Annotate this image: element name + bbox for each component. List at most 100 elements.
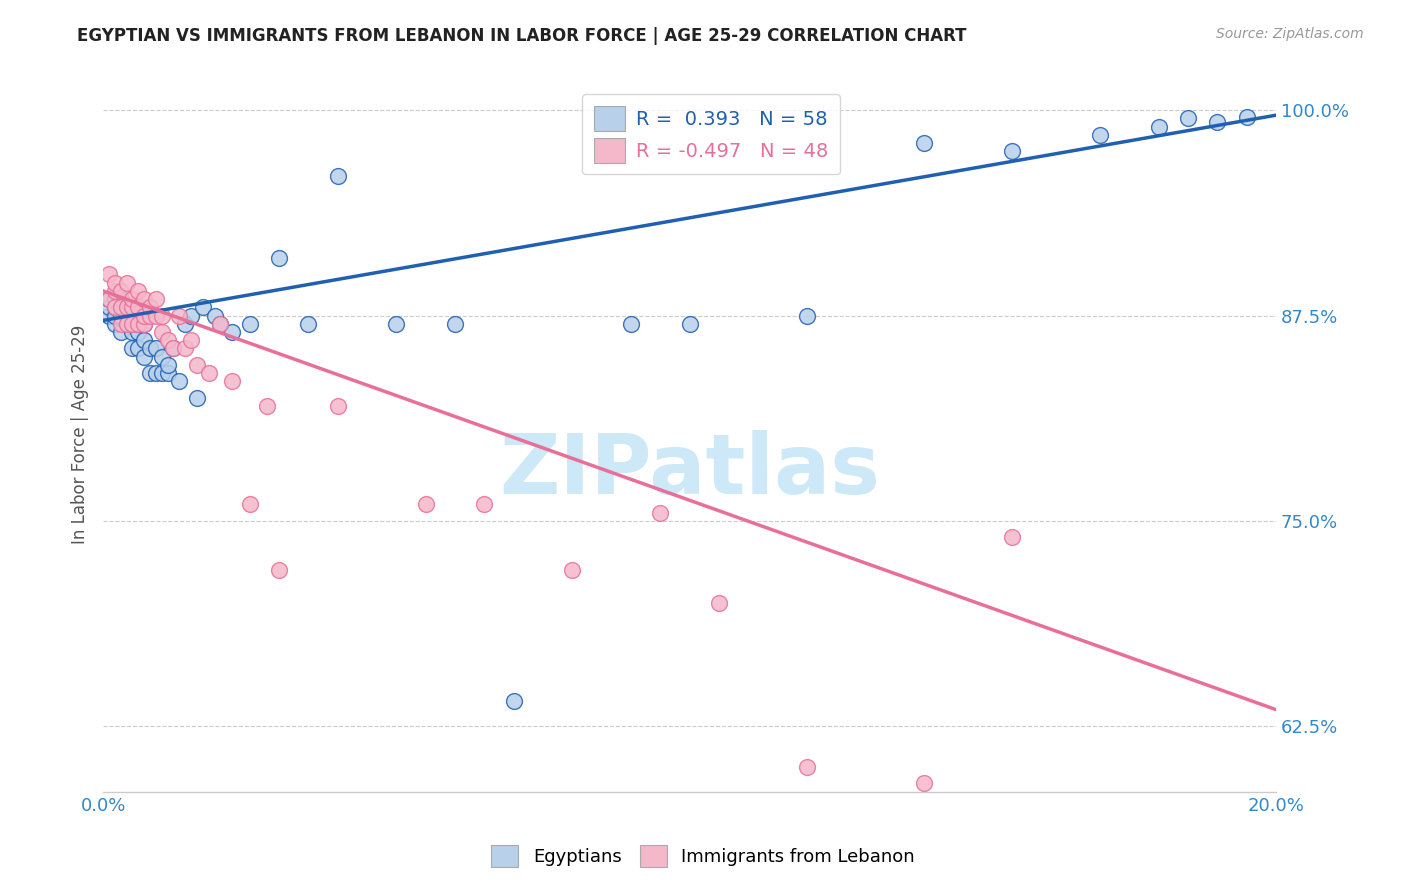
Point xyxy=(169,374,191,388)
Point xyxy=(121,342,143,356)
Point xyxy=(115,317,138,331)
Point xyxy=(415,497,437,511)
Point xyxy=(115,309,138,323)
Point xyxy=(180,309,202,323)
Point xyxy=(104,309,127,323)
Point xyxy=(110,317,132,331)
Point xyxy=(115,276,138,290)
Point xyxy=(912,776,935,790)
Point xyxy=(121,301,143,315)
Point xyxy=(127,342,149,356)
Point xyxy=(150,325,173,339)
Point xyxy=(134,317,156,331)
Point xyxy=(134,317,156,331)
Point xyxy=(156,358,179,372)
Point xyxy=(1001,530,1024,544)
Point xyxy=(796,760,818,774)
Legend: Egyptians, Immigrants from Lebanon: Egyptians, Immigrants from Lebanon xyxy=(484,838,922,874)
Point xyxy=(145,309,167,323)
Point xyxy=(115,309,138,323)
Point xyxy=(256,399,278,413)
Point xyxy=(204,309,226,323)
Point xyxy=(197,366,219,380)
Point xyxy=(444,317,467,331)
Point xyxy=(162,342,184,356)
Point xyxy=(127,317,149,331)
Point xyxy=(620,317,643,331)
Point xyxy=(104,276,127,290)
Point xyxy=(134,309,156,323)
Point xyxy=(1060,801,1083,815)
Point xyxy=(127,325,149,339)
Point xyxy=(110,309,132,323)
Point xyxy=(115,301,138,315)
Point xyxy=(326,399,349,413)
Point xyxy=(104,317,127,331)
Point xyxy=(150,309,173,323)
Point xyxy=(134,333,156,347)
Point xyxy=(98,268,121,282)
Point xyxy=(385,317,408,331)
Point xyxy=(139,301,162,315)
Point xyxy=(650,506,672,520)
Text: Source: ZipAtlas.com: Source: ZipAtlas.com xyxy=(1216,27,1364,41)
Point xyxy=(127,301,149,315)
Point xyxy=(796,309,818,323)
Point xyxy=(1177,112,1199,126)
Point xyxy=(186,358,208,372)
Point xyxy=(104,284,127,298)
Point xyxy=(191,301,214,315)
Text: EGYPTIAN VS IMMIGRANTS FROM LEBANON IN LABOR FORCE | AGE 25-29 CORRELATION CHART: EGYPTIAN VS IMMIGRANTS FROM LEBANON IN L… xyxy=(77,27,967,45)
Point xyxy=(139,342,162,356)
Point xyxy=(127,317,149,331)
Point xyxy=(174,342,197,356)
Point xyxy=(121,309,143,323)
Point xyxy=(145,366,167,380)
Point xyxy=(145,342,167,356)
Point xyxy=(115,301,138,315)
Point xyxy=(297,317,319,331)
Point xyxy=(209,317,232,331)
Point xyxy=(209,317,232,331)
Text: ZIPatlas: ZIPatlas xyxy=(499,430,880,511)
Point xyxy=(186,391,208,405)
Point xyxy=(110,292,132,306)
Point xyxy=(239,497,262,511)
Point xyxy=(156,333,179,347)
Point xyxy=(561,563,583,577)
Point xyxy=(472,497,495,511)
Point xyxy=(98,292,121,306)
Point xyxy=(104,292,127,306)
Point xyxy=(145,292,167,306)
Point xyxy=(267,251,290,265)
Point xyxy=(150,350,173,364)
Point xyxy=(239,317,262,331)
Point xyxy=(502,694,524,708)
Point xyxy=(134,292,156,306)
Point xyxy=(110,301,132,315)
Point xyxy=(1001,145,1024,159)
Point xyxy=(110,301,132,315)
Point xyxy=(1088,128,1111,142)
Point xyxy=(121,292,143,306)
Point xyxy=(127,284,149,298)
Point xyxy=(121,325,143,339)
Point xyxy=(174,317,197,331)
Point xyxy=(115,317,138,331)
Point xyxy=(156,366,179,380)
Point xyxy=(104,301,127,315)
Point xyxy=(98,292,121,306)
Point xyxy=(98,309,121,323)
Point xyxy=(110,325,132,339)
Point xyxy=(221,325,243,339)
Point xyxy=(139,366,162,380)
Point xyxy=(98,301,121,315)
Point xyxy=(912,136,935,150)
Point xyxy=(267,563,290,577)
Legend: R =  0.393   N = 58, R = -0.497   N = 48: R = 0.393 N = 58, R = -0.497 N = 48 xyxy=(582,95,841,175)
Point xyxy=(678,317,700,331)
Point xyxy=(180,333,202,347)
Point xyxy=(134,350,156,364)
Point xyxy=(162,342,184,356)
Point xyxy=(221,374,243,388)
